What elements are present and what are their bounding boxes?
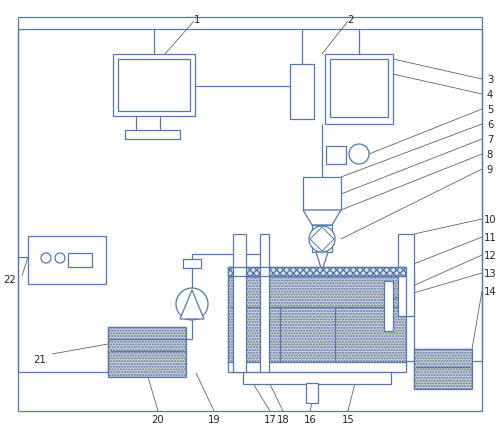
Text: 16: 16 [303,414,316,424]
Bar [227,276,405,364]
Bar [227,276,405,364]
Text: 10: 10 [483,215,495,224]
Polygon shape [180,290,203,319]
Polygon shape [303,211,340,225]
Text: 17: 17 [263,414,276,424]
Text: 21: 21 [34,354,46,364]
Polygon shape [310,227,333,252]
Bar [290,65,313,120]
Text: 11: 11 [482,233,495,243]
Bar [108,327,186,377]
Bar [125,131,180,140]
Text: 18: 18 [276,414,289,424]
Text: 15: 15 [341,414,354,424]
Polygon shape [312,225,331,252]
Bar [306,383,317,403]
Bar [118,60,189,112]
Text: 1: 1 [193,15,200,25]
Bar [325,147,345,165]
Text: 9: 9 [486,165,492,175]
Circle shape [309,227,334,252]
Bar [227,267,405,276]
Text: 5: 5 [486,105,492,115]
Text: 3: 3 [486,75,492,85]
Circle shape [176,289,207,320]
Bar [68,253,92,267]
Bar [113,55,194,117]
Text: 22: 22 [4,274,17,284]
Bar [183,259,200,268]
Bar [397,234,413,316]
Bar [232,234,245,372]
Bar [383,281,392,331]
Text: 4: 4 [486,90,492,100]
Circle shape [348,144,368,165]
Bar [303,178,340,211]
Circle shape [41,253,51,264]
Circle shape [55,253,65,264]
Polygon shape [315,252,327,271]
Bar [413,349,471,389]
Text: 20: 20 [151,414,164,424]
Bar [242,372,390,384]
Text: 6: 6 [486,120,492,130]
Bar [413,349,471,389]
Bar [227,267,405,276]
Text: 12: 12 [482,250,495,261]
Text: 8: 8 [486,150,492,160]
Bar [28,237,106,284]
Bar [227,362,405,372]
Bar [324,55,392,125]
Text: 7: 7 [486,135,492,144]
Text: 14: 14 [483,286,495,296]
Bar [329,60,387,118]
Text: 2: 2 [346,15,353,25]
Text: 19: 19 [207,414,220,424]
Bar [108,327,186,377]
Text: 13: 13 [483,268,495,278]
Bar [260,234,269,372]
